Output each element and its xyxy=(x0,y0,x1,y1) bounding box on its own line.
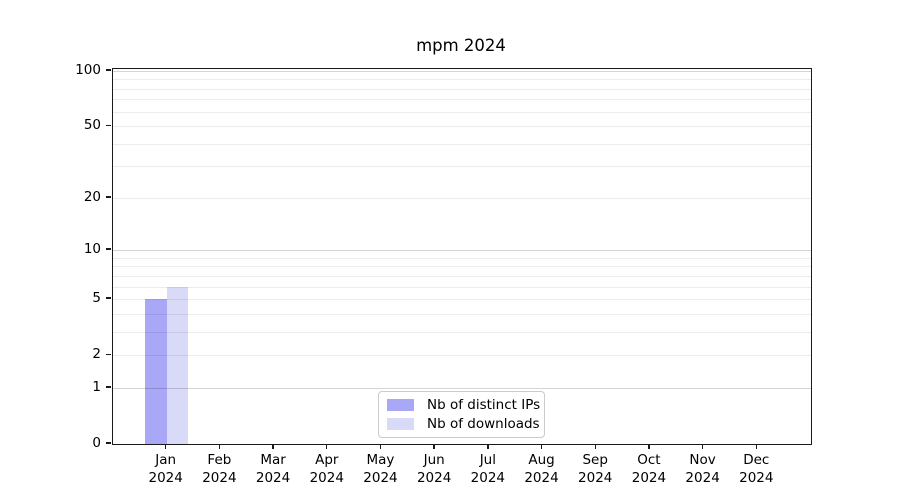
x-tick-jul xyxy=(487,444,489,450)
y-tick-20 xyxy=(105,196,111,198)
gridline-90 xyxy=(113,79,811,81)
gridline-4 xyxy=(113,313,811,315)
x-tick-sep xyxy=(594,444,596,450)
bars-layer xyxy=(113,69,811,444)
gridline-10 xyxy=(113,250,811,252)
x-tick-label-feb: Feb 2024 xyxy=(202,452,237,486)
gridline-6 xyxy=(113,286,811,288)
legend-row-0: Nb of distinct IPs xyxy=(387,397,540,413)
gridline-70 xyxy=(113,99,811,101)
y-tick-10 xyxy=(105,248,111,250)
gridline-9 xyxy=(113,257,811,259)
gridline-8 xyxy=(113,266,811,268)
x-tick-may xyxy=(379,444,382,450)
x-tick-label-apr: Apr 2024 xyxy=(309,452,344,486)
gridline-2 xyxy=(113,355,811,357)
gridline-7 xyxy=(113,275,811,277)
x-tick-label-jul: Jul 2024 xyxy=(470,452,506,486)
x-tick-label-jan: Jan 2024 xyxy=(148,452,183,486)
gridline-20 xyxy=(113,197,811,199)
x-tick-label-mar: Mar 2024 xyxy=(255,452,291,486)
gridline-1 xyxy=(113,387,811,389)
legend-row-1: Nb of downloads xyxy=(387,416,540,432)
x-tick-label-may: May 2024 xyxy=(363,452,398,486)
y-tick-label-10: 10 xyxy=(83,241,101,258)
y-tick-label-0: 0 xyxy=(92,435,101,451)
gridline-3 xyxy=(113,331,811,333)
gridline-30 xyxy=(113,166,811,168)
x-tick-label-aug: Aug 2024 xyxy=(524,452,559,486)
y-tick-0 xyxy=(105,442,111,444)
x-tick-label-dec: Dec 2024 xyxy=(739,452,774,486)
gridline-100 xyxy=(113,71,811,72)
grid-layer xyxy=(113,69,811,444)
legend-label-1: Nb of downloads xyxy=(427,415,540,432)
x-tick-jun xyxy=(433,444,435,450)
y-tick-label-1: 1 xyxy=(92,378,101,395)
bar-nb-of-distinct-ips-jan xyxy=(145,299,167,444)
x-tick-mar xyxy=(272,444,274,450)
plot-area xyxy=(112,68,812,445)
x-tick-label-jun: Jun 2024 xyxy=(416,452,452,486)
x-tick-oct xyxy=(648,444,650,450)
legend-swatch-nb-of-distinct-ips xyxy=(387,399,414,412)
y-tick-5 xyxy=(105,297,111,299)
x-tick-feb xyxy=(218,444,221,450)
gridline-40 xyxy=(113,143,811,145)
x-tick-dec xyxy=(755,444,757,450)
x-tick-label-oct: Oct 2024 xyxy=(631,452,667,486)
gridline-80 xyxy=(113,88,811,90)
x-tick-apr xyxy=(326,444,328,450)
bar-nb-of-downloads-jan xyxy=(166,286,189,444)
x-tick-aug xyxy=(540,444,543,450)
y-tick-2 xyxy=(105,353,111,355)
legend-swatch-nb-of-downloads xyxy=(387,417,414,430)
y-tick-label-2: 2 xyxy=(92,346,101,363)
y-tick-50 xyxy=(105,124,111,126)
y-tick-label-5: 5 xyxy=(92,290,101,307)
y-tick-label-20: 20 xyxy=(83,188,101,205)
y-tick-100 xyxy=(105,69,111,71)
x-tick-jan xyxy=(164,444,167,450)
x-tick-label-sep: Sep 2024 xyxy=(578,452,613,486)
y-tick-1 xyxy=(105,386,111,388)
legend-label-0: Nb of distinct IPs xyxy=(427,397,541,414)
y-tick-label-100: 100 xyxy=(75,62,101,78)
gridline-60 xyxy=(113,111,811,113)
x-tick-label-nov: Nov 2024 xyxy=(685,452,720,486)
chart-title: mpm 2024 xyxy=(416,36,506,55)
x-tick-nov xyxy=(701,444,704,450)
gridline-50 xyxy=(113,126,811,128)
y-tick-label-50: 50 xyxy=(83,117,101,134)
legend: Nb of distinct IPs Nb of downloads xyxy=(378,391,545,438)
gridline-5 xyxy=(113,299,811,301)
